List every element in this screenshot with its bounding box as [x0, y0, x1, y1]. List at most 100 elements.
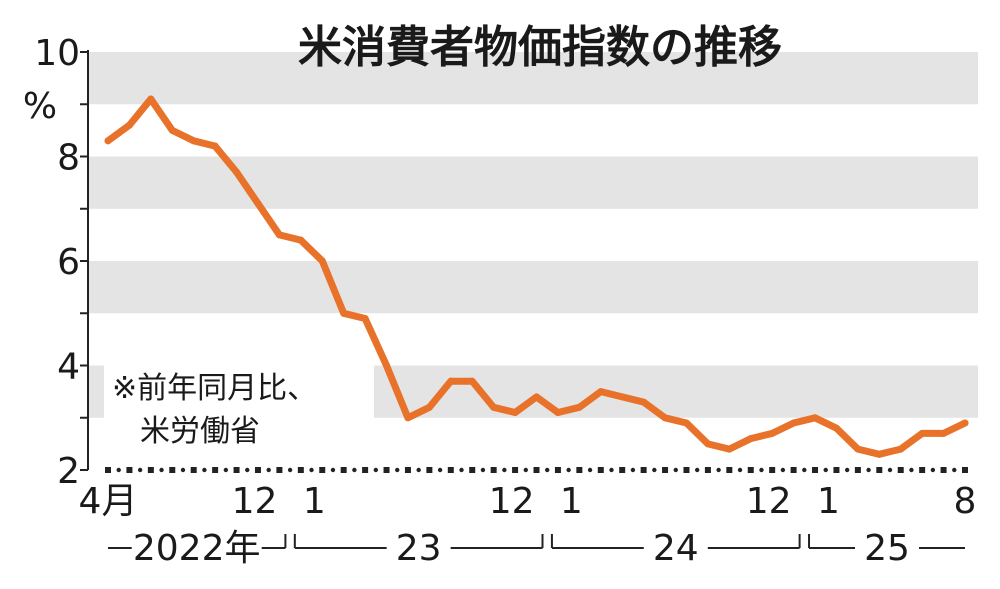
- x-axis-dot: [147, 467, 154, 473]
- y-tick-label: 4: [57, 347, 80, 388]
- x-axis-dot: [759, 467, 764, 473]
- x-axis-year-mark: [554, 467, 561, 473]
- year-label: 25: [864, 528, 910, 569]
- x-axis-dot: [952, 467, 957, 473]
- x-axis-dot: [245, 467, 250, 473]
- note-background: [104, 365, 374, 457]
- x-axis-year-mark: [297, 467, 304, 473]
- x-axis-dot: [769, 467, 776, 473]
- x-axis-dot: [694, 467, 700, 473]
- x-axis-dot: [662, 467, 669, 473]
- x-axis-dot: [737, 467, 743, 473]
- x-axis-dot: [212, 467, 219, 473]
- data-point: [854, 445, 862, 453]
- data-point: [168, 126, 176, 134]
- x-axis-dot: [159, 467, 164, 473]
- x-axis-dot: [352, 467, 357, 473]
- data-point: [190, 137, 198, 145]
- data-point: [661, 414, 669, 422]
- data-point: [104, 137, 112, 145]
- x-axis-dot: [416, 467, 421, 473]
- data-point: [147, 95, 155, 103]
- x-axis-dot: [823, 467, 828, 473]
- data-point: [790, 419, 798, 427]
- x-axis-dot: [116, 467, 121, 473]
- note-line-2: 米労働省: [140, 414, 260, 449]
- x-axis-dot: [512, 467, 519, 473]
- grid-band: [88, 261, 978, 314]
- x-tick-label: 4月: [79, 481, 138, 522]
- x-axis-dot: [716, 467, 721, 473]
- x-axis-year-mark: [533, 467, 540, 473]
- data-point: [511, 409, 519, 417]
- data-point: [875, 450, 883, 458]
- x-axis-dot: [909, 467, 914, 473]
- x-axis-dot: [447, 467, 454, 473]
- data-point: [425, 403, 433, 411]
- x-axis-dot: [202, 467, 207, 473]
- x-axis-dot: [940, 467, 947, 473]
- year-label: 2022年: [133, 528, 261, 569]
- x-axis-dot: [233, 467, 240, 473]
- x-tick-label: 12: [746, 481, 792, 522]
- x-axis-dot: [309, 467, 314, 473]
- data-point: [275, 231, 283, 239]
- x-axis-dot: [490, 467, 497, 473]
- x-axis-dot: [566, 467, 571, 473]
- data-point: [318, 257, 326, 265]
- x-axis-dot: [587, 467, 593, 473]
- data-point: [811, 414, 819, 422]
- data-point: [533, 393, 540, 401]
- x-axis-dot: [630, 467, 636, 473]
- x-axis-dot: [897, 467, 904, 473]
- data-point: [618, 393, 626, 401]
- x-axis: 4月 12 1 12 1 12 1 8: [79, 467, 977, 522]
- x-axis-dot: [469, 467, 476, 473]
- y-ticks: 2 4 6 8 10: [34, 33, 88, 492]
- year-labels: 2022年 23 24 25: [108, 528, 965, 569]
- data-point: [490, 403, 498, 411]
- x-axis-dot: [319, 467, 326, 473]
- x-axis-dot: [523, 467, 528, 473]
- data-point: [704, 440, 712, 448]
- data-point: [211, 142, 219, 150]
- grid-bands: [88, 52, 978, 418]
- x-tick-label: 8: [954, 481, 977, 522]
- data-point: [575, 403, 583, 411]
- data-point: [725, 445, 733, 453]
- data-point: [640, 398, 648, 406]
- data-point: [897, 445, 905, 453]
- x-axis-dot: [362, 467, 369, 473]
- x-axis-dot: [169, 467, 176, 473]
- data-point: [747, 435, 755, 443]
- x-axis-year-mark: [276, 467, 283, 473]
- x-axis-dot: [437, 467, 443, 473]
- note-line-1: ※前年同月比、: [112, 371, 317, 406]
- x-axis-dot: [383, 467, 390, 473]
- x-axis-dot: [726, 467, 733, 473]
- x-axis-dot: [373, 467, 379, 473]
- x-axis-year-mark: [790, 467, 797, 473]
- x-axis-dot: [266, 467, 271, 473]
- data-point: [940, 429, 948, 437]
- data-point: [554, 409, 562, 417]
- y-tick-label: 8: [57, 138, 80, 179]
- x-tick-label: 1: [303, 481, 326, 522]
- x-axis-dot: [844, 467, 850, 473]
- x-axis-dot: [640, 467, 647, 473]
- x-axis-dot: [802, 467, 807, 473]
- data-points: [104, 95, 969, 458]
- x-axis-dot: [780, 467, 786, 473]
- x-axis-dot: [683, 467, 690, 473]
- data-point: [361, 314, 369, 322]
- x-tick-label: 12: [232, 481, 278, 522]
- y-tick-label: 2: [57, 451, 80, 492]
- data-point: [961, 419, 969, 427]
- x-axis-dot: [866, 467, 871, 473]
- x-axis-dot: [930, 467, 936, 473]
- year-label: 24: [653, 528, 699, 569]
- x-axis-dot: [673, 467, 678, 473]
- x-axis-dot: [330, 467, 336, 473]
- data-point: [447, 377, 455, 385]
